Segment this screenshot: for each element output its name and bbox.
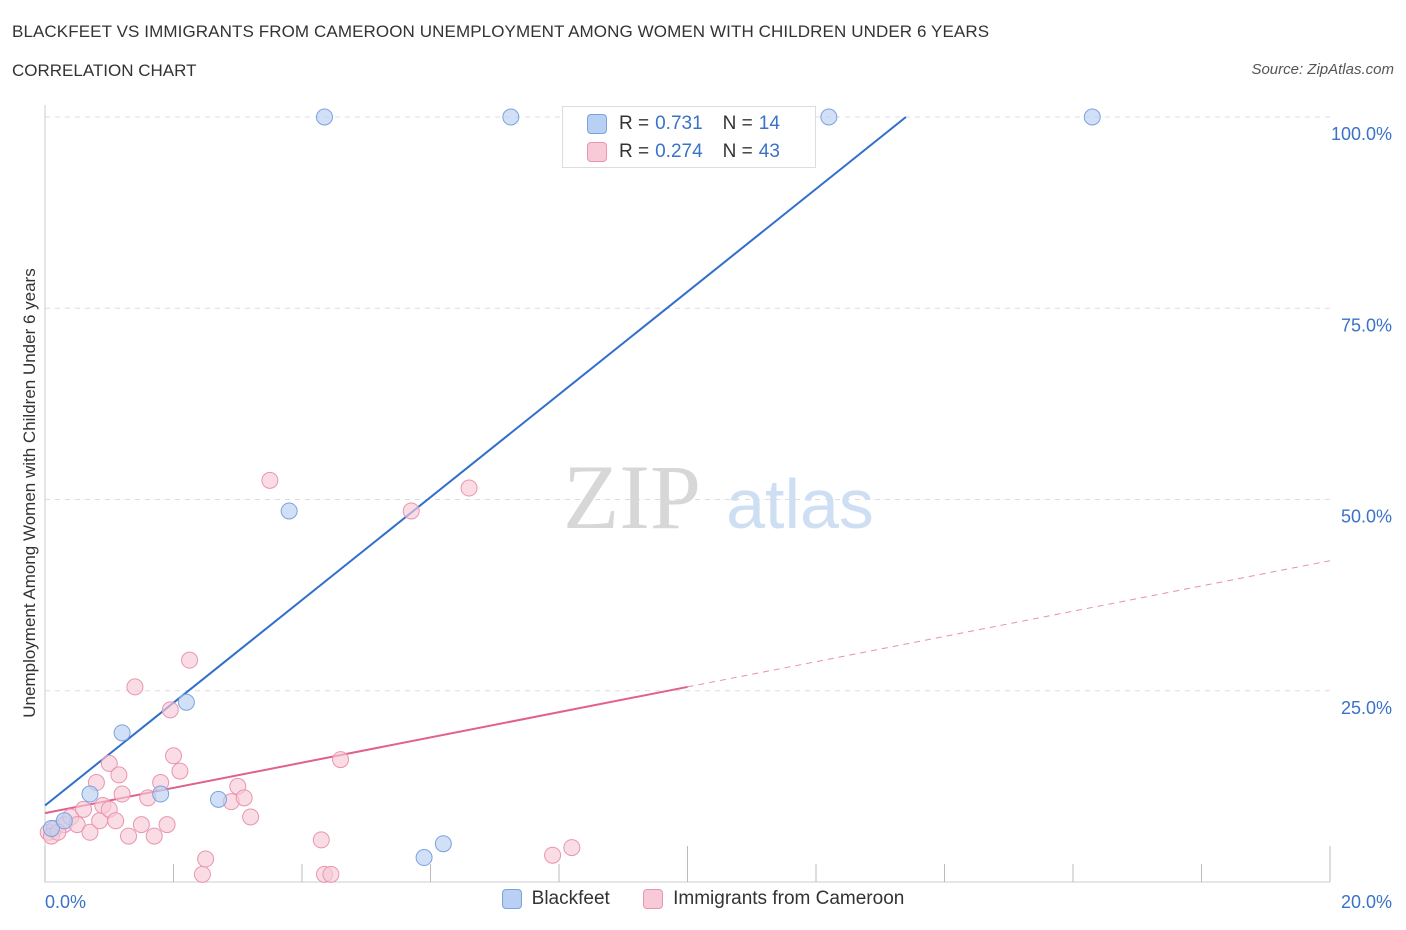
blackfeet-point	[55, 812, 73, 830]
cameroon-point	[197, 850, 215, 868]
cameroon-point	[563, 839, 581, 857]
cameroon-point	[235, 789, 253, 807]
legend-item-blackfeet[interactable]: Blackfeet	[501, 888, 610, 910]
correlation-legend: R = 0.731 N = 14 R = 0.274 N = 43	[562, 106, 816, 168]
blackfeet-point	[177, 693, 195, 711]
source-credit: Source: ZipAtlas.com	[1251, 61, 1394, 78]
cameroon-point	[165, 747, 182, 765]
watermark-atlas: atlas	[726, 465, 874, 543]
tick-labels: 100.0% 75.0% 50.0% 25.0% 0.0% 20.0%	[45, 124, 1392, 912]
y-tick-label: 100.0%	[1331, 124, 1392, 144]
cameroon-point	[81, 823, 99, 841]
cameroon-point	[181, 651, 199, 669]
n-label: N =	[722, 113, 753, 134]
legend-row-blackfeet: R = 0.731 N = 14	[587, 113, 780, 135]
blue-swatch-icon	[501, 889, 522, 909]
series-legend: Blackfeet Immigrants from Cameroon	[0, 888, 1406, 915]
blue-swatch-icon	[587, 114, 607, 134]
axes	[44, 105, 1331, 883]
cameroon-point	[322, 865, 340, 883]
n-value: 43	[758, 141, 780, 162]
blackfeet-point	[113, 724, 131, 742]
legend-row-cameroon: R = 0.274 N = 43	[587, 141, 780, 163]
cameroon-point	[332, 751, 350, 769]
blackfeet-point	[42, 819, 60, 837]
cameroon-point	[193, 865, 211, 883]
cameroon-point	[132, 816, 150, 834]
cameroon-point	[158, 816, 176, 834]
cameroon-trend-extension	[687, 560, 1331, 688]
blackfeet-point	[502, 108, 520, 126]
y-tick-label: 75.0%	[1341, 315, 1392, 335]
cameroon-point	[460, 479, 478, 497]
blackfeet-point	[820, 108, 838, 126]
legend-label-cameroon: Immigrants from Cameroon	[673, 888, 905, 909]
watermark-zip: ZIP	[563, 446, 701, 548]
r-value: 0.274	[655, 141, 703, 162]
cameroon-point	[402, 502, 420, 520]
x-tick-label: 20.0%	[1341, 892, 1392, 912]
pink-swatch-icon	[587, 142, 607, 162]
cameroon-point	[107, 812, 125, 830]
n-value: 14	[758, 113, 780, 134]
cameroon-point	[544, 846, 562, 864]
x-tick-label: 0.0%	[45, 892, 86, 912]
cameroon-point	[171, 762, 189, 780]
cameroon-point	[75, 800, 93, 818]
y-axis-label: Unemployment Among Women with Children U…	[20, 268, 39, 718]
y-tick-label: 25.0%	[1341, 698, 1392, 718]
blackfeet-point	[152, 785, 170, 803]
blackfeet-point	[434, 835, 452, 853]
blackfeet-trend-line	[44, 116, 907, 807]
legend-label-blackfeet: Blackfeet	[531, 888, 610, 909]
blackfeet-point	[280, 502, 298, 520]
cameroon-point	[120, 827, 138, 845]
blackfeet-point	[315, 108, 333, 126]
cameroon-point	[126, 678, 144, 696]
blackfeet-point	[209, 790, 227, 808]
grid	[45, 116, 1330, 692]
cameroon-point	[110, 766, 128, 784]
chart-subtitle: CORRELATION CHART	[12, 61, 197, 80]
r-value: 0.731	[655, 113, 703, 134]
r-label: R =	[619, 113, 650, 134]
blackfeet-point	[1083, 108, 1101, 126]
pink-swatch-icon	[643, 889, 664, 909]
y-tick-label: 50.0%	[1341, 507, 1392, 527]
cameroon-point	[113, 785, 131, 803]
data-points	[39, 108, 1101, 883]
cameroon-point	[312, 831, 330, 849]
legend-item-cameroon[interactable]: Immigrants from Cameroon	[643, 888, 904, 910]
cameroon-point	[242, 808, 260, 826]
r-label: R =	[619, 141, 650, 162]
chart-title: BLACKFEET VS IMMIGRANTS FROM CAMEROON UN…	[12, 22, 990, 41]
blackfeet-point	[81, 785, 99, 803]
cameroon-point	[161, 701, 179, 719]
blackfeet-point	[415, 849, 433, 867]
cameroon-point	[100, 754, 118, 772]
cameroon-point	[145, 827, 163, 845]
cameroon-point	[261, 471, 279, 489]
n-label: N =	[722, 141, 753, 162]
